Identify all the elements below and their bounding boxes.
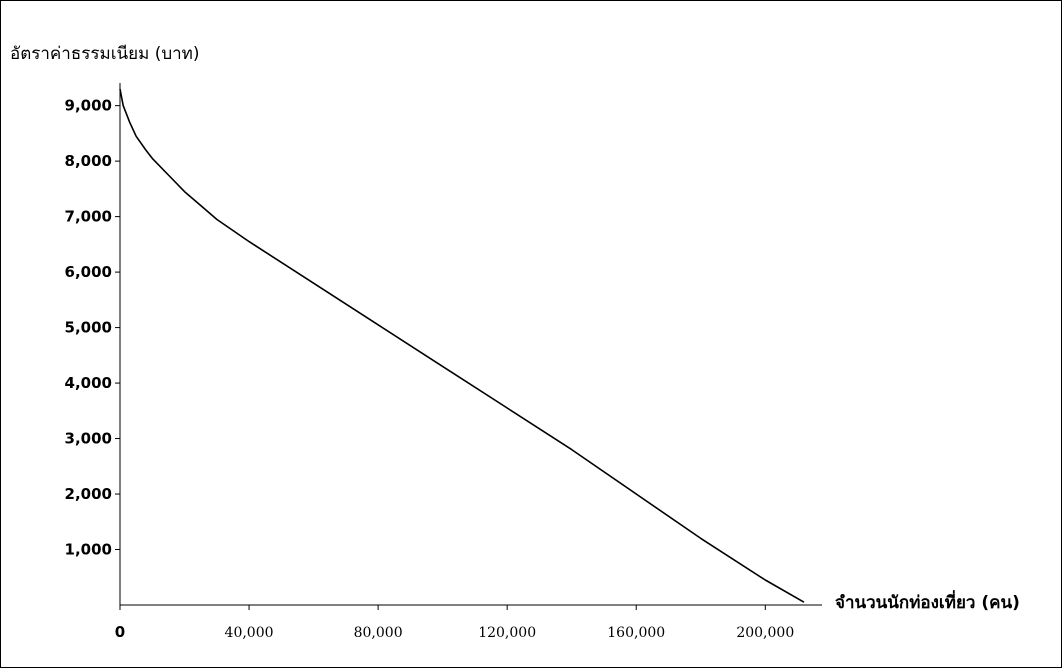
y-tick-label: 5,000 bbox=[65, 319, 112, 337]
x-tick-label: 160,000 bbox=[607, 625, 665, 641]
axes bbox=[119, 83, 822, 606]
y-tick-label: 3,000 bbox=[65, 430, 112, 448]
y-ticks: 1,000 2,000 3,000 4,000 5,000 6,000 7,000 8,000… bbox=[65, 97, 120, 559]
x-tick-label: 40,000 bbox=[225, 625, 274, 641]
x-ticks: 0 40,000 80,000 120,000 160,000 200,000 bbox=[115, 605, 794, 641]
series-line bbox=[119, 88, 805, 603]
y-tick-label: 8,000 bbox=[65, 152, 112, 170]
y-tick-label: 9,000 bbox=[65, 97, 112, 115]
series-group bbox=[119, 88, 805, 603]
y-tick-label: 1,000 bbox=[65, 541, 112, 559]
y-tick-label: 4,000 bbox=[65, 374, 112, 392]
y-tick-label: 7,000 bbox=[65, 208, 112, 226]
x-tick-label: 120,000 bbox=[478, 625, 536, 641]
x-tick-label: 0 bbox=[115, 623, 125, 641]
y-tick-label: 6,000 bbox=[65, 263, 112, 281]
x-axis-label: จำนวนนักท่องเที่ยว (คน) bbox=[835, 590, 1020, 613]
x-tick-label: 80,000 bbox=[354, 625, 403, 641]
y-tick-label: 2,000 bbox=[65, 485, 112, 503]
y-axis-label: อัตราค่าธรรมเนียม (บาท) bbox=[10, 44, 200, 64]
x-tick-label: 200,000 bbox=[736, 625, 794, 641]
